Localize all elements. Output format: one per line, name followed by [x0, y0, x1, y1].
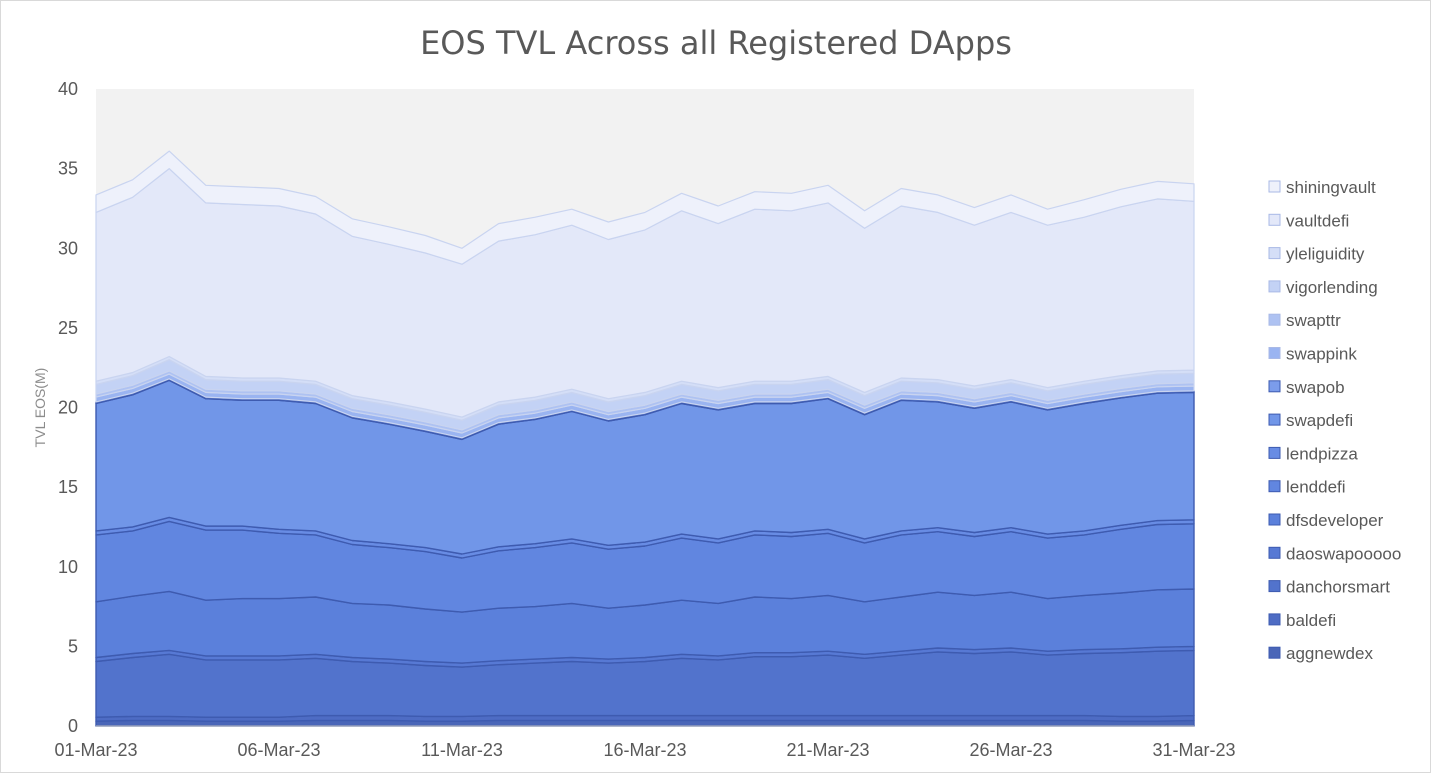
x-tick-label: 21-Mar-23	[786, 740, 869, 760]
legend-label-aggnewdex: aggnewdex	[1286, 644, 1373, 663]
legend-label-lendpizza: lendpizza	[1286, 444, 1358, 463]
legend-swatch-yleliguidity	[1268, 247, 1281, 260]
legend-swatch-dfsdeveloper	[1268, 513, 1281, 526]
legend-swatch-lenddefi	[1268, 480, 1281, 493]
legend-label-vaultdefi: vaultdefi	[1286, 211, 1349, 230]
y-axis-label: TVL EOS(M)	[32, 368, 48, 448]
legend-label-swapdefi: swapdefi	[1286, 411, 1353, 430]
legend-label-swappink: swappink	[1286, 345, 1357, 364]
x-tick-label: 01-Mar-23	[54, 740, 137, 760]
legend-swatch-vigorlending	[1268, 280, 1281, 293]
legend-label-shiningvault: shiningvault	[1286, 178, 1376, 197]
y-tick-label: 35	[58, 159, 78, 179]
legend-swatch-baldefi	[1268, 613, 1281, 626]
x-tick-label: 26-Mar-23	[969, 740, 1052, 760]
legend-swatch-swapdefi	[1268, 413, 1281, 426]
legend-swatch-lendpizza	[1268, 446, 1281, 459]
legend-swatch-danchorsmart	[1268, 580, 1281, 593]
area-shiningvault	[95, 150, 1195, 265]
y-tick-label: 10	[58, 557, 78, 577]
areas-layer	[95, 150, 1195, 727]
x-axis: 01-Mar-23 06-Mar-23 11-Mar-23 16-Mar-23 21-M…	[54, 740, 1235, 760]
y-tick-label: 40	[58, 79, 78, 99]
legend-swatch-vaultdefi	[1268, 213, 1281, 226]
legend-label-swapttr: swapttr	[1286, 311, 1341, 330]
y-tick-label: 30	[58, 238, 78, 258]
y-tick-label: 25	[58, 318, 78, 338]
legend-swatch-aggnewdex	[1268, 646, 1281, 659]
y-tick-label: 15	[58, 477, 78, 497]
x-tick-label: 06-Mar-23	[237, 740, 320, 760]
y-tick-label: 5	[68, 636, 78, 656]
legend-label-vigorlending: vigorlending	[1286, 278, 1378, 297]
legend-swatch-shiningvault	[1268, 180, 1281, 193]
x-tick-label: 16-Mar-23	[603, 740, 686, 760]
legend-swatch-swapttr	[1268, 313, 1281, 326]
y-axis: 0 5 10 15 20 25 30 35 40	[58, 79, 78, 736]
legend-label-swapob: swapob	[1286, 378, 1345, 397]
x-tick-label: 11-Mar-23	[421, 740, 503, 760]
legend-label-dfsdeveloper: dfsdeveloper	[1286, 511, 1384, 530]
legend-label-yleliguidity: yleliguidity	[1286, 245, 1365, 264]
x-tick-label: 31-Mar-23	[1152, 740, 1235, 760]
legend-label-daoswapooooo: daoswapooooo	[1286, 544, 1401, 563]
legend-swatch-swapob	[1268, 380, 1281, 393]
y-tick-label: 20	[58, 398, 78, 418]
legend-swatch-swappink	[1268, 347, 1281, 359]
legend-label-danchorsmart: danchorsmart	[1286, 578, 1390, 597]
legend-swatch-daoswapooooo	[1268, 546, 1281, 559]
legend-label-baldefi: baldefi	[1286, 611, 1336, 630]
legend-label-lenddefi: lenddefi	[1286, 478, 1346, 497]
legend: shiningvault vaultdefi yleliguidity vigorle…	[1268, 178, 1401, 663]
y-tick-label: 0	[68, 716, 78, 736]
chart-title: EOS TVL Across all Registered DApps	[420, 24, 1012, 62]
